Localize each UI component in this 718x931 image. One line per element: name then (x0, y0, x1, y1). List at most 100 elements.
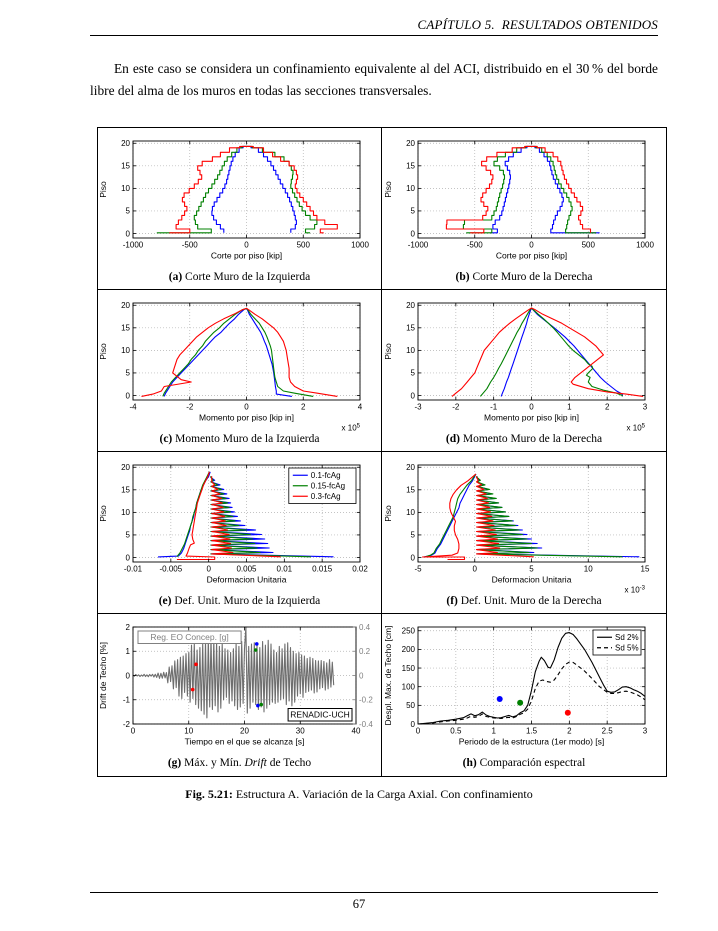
svg-text:0: 0 (529, 241, 534, 250)
svg-text:5: 5 (410, 531, 415, 540)
subcaption-e: (e) Def. Unit. Muro de la Izquierda (158, 595, 321, 607)
svg-text:-2: -2 (123, 720, 131, 729)
svg-text:Tiempo en el que se alcanza [s: Tiempo en el que se alcanza [s] (185, 737, 305, 747)
svg-text:-0.005: -0.005 (159, 565, 182, 574)
svg-text:0: 0 (126, 391, 131, 400)
chart-momento-derecha: -3 -2 -1 0 1 2 3 0 5 10 15 20 Momento por piso [kip … (383, 301, 648, 433)
svg-text:20: 20 (121, 463, 130, 472)
svg-text:0: 0 (410, 553, 415, 562)
svg-text:Periodo de la estructura (1er: Periodo de la estructura (1er modo) [s] (458, 737, 604, 747)
chart-deformacion-izquierda: -0.01 -0.005 0 0.005 0.01 0.015 0.02 0 5 10 15 20 De… (98, 463, 368, 585)
svg-text:-1: -1 (490, 403, 498, 412)
subcaption-g: (g) Máx. y Mín. Drift de Techo (167, 757, 312, 769)
svg-text:x 105: x 105 (626, 424, 645, 433)
svg-text:Sd 5%: Sd 5% (615, 644, 639, 653)
svg-text:40: 40 (352, 727, 361, 736)
svg-text:15: 15 (121, 486, 130, 495)
svg-text:Piso: Piso (383, 343, 393, 360)
svg-text:0: 0 (410, 720, 415, 729)
svg-text:10: 10 (406, 184, 415, 193)
svg-text:RENADIC-UCH: RENADIC-UCH (290, 710, 350, 720)
svg-text:Deformacion Unitaria: Deformacion Unitaria (491, 575, 571, 585)
svg-text:Sd 2%: Sd 2% (615, 633, 639, 642)
svg-text:3: 3 (642, 727, 647, 736)
svg-text:15: 15 (121, 324, 130, 333)
svg-text:-1: -1 (123, 696, 131, 705)
svg-text:5: 5 (410, 207, 415, 216)
svg-text:5: 5 (529, 565, 534, 574)
body-paragraph: En este caso se considera un confinamien… (90, 61, 658, 99)
svg-text:-500: -500 (182, 241, 199, 250)
svg-text:0.01: 0.01 (277, 565, 293, 574)
svg-text:Reg. EO Concep. [g]: Reg. EO Concep. [g] (150, 632, 228, 642)
subfigure-c: -4 -2 0 2 4 0 5 10 15 20 Momento por piso [kip in]… (98, 290, 382, 452)
svg-text:5: 5 (126, 531, 131, 540)
svg-text:1000: 1000 (636, 241, 654, 250)
subcaption-f: (f) Def. Unit. Muro de la Derecha (446, 595, 602, 607)
svg-text:0.015: 0.015 (312, 565, 333, 574)
svg-text:15: 15 (406, 324, 415, 333)
svg-text:x 105: x 105 (342, 424, 361, 433)
svg-text:-500: -500 (466, 241, 483, 250)
svg-text:1000: 1000 (351, 241, 369, 250)
svg-text:10: 10 (406, 346, 415, 355)
page-number: 67 (352, 897, 366, 911)
svg-text:Piso: Piso (383, 505, 393, 522)
subfigure-b: -1000 -500 0 500 1000 0 5 10 15 20 Corte por piso … (382, 128, 666, 290)
svg-text:1: 1 (126, 647, 131, 656)
svg-text:10: 10 (184, 727, 193, 736)
svg-text:-5: -5 (414, 565, 422, 574)
svg-text:500: 500 (581, 241, 595, 250)
svg-text:0.15-fcAg: 0.15-fcAg (311, 482, 345, 491)
svg-text:-1000: -1000 (407, 241, 428, 250)
chart-corte-izquierda: -1000 -500 0 500 1000 0 5 10 15 20 Corte por piso … (98, 139, 369, 260)
svg-text:2: 2 (301, 403, 306, 412)
svg-text:50: 50 (406, 701, 415, 710)
svg-text:0.02: 0.02 (352, 565, 368, 574)
subcaption-a: (a) Corte Muro de la Izquierda (168, 271, 311, 283)
svg-text:-3: -3 (414, 403, 422, 412)
svg-text:0.3-fcAg: 0.3-fcAg (311, 492, 341, 501)
chapter-header: CAPÍTULO 5. RESULTADOS OBTENIDOS (417, 17, 658, 32)
svg-text:-0.2: -0.2 (359, 696, 373, 705)
svg-text:Corte por piso [kip]: Corte por piso [kip] (495, 251, 566, 261)
svg-text:10: 10 (121, 184, 130, 193)
svg-text:20: 20 (406, 139, 415, 148)
svg-text:500: 500 (297, 241, 311, 250)
svg-text:15: 15 (406, 162, 415, 171)
svg-text:2.5: 2.5 (601, 727, 613, 736)
svg-text:150: 150 (401, 664, 415, 673)
svg-text:20: 20 (406, 463, 415, 472)
svg-text:0: 0 (244, 403, 249, 412)
subcaption-d: (d) Momento Muro de la Derecha (445, 433, 603, 445)
svg-text:3: 3 (642, 403, 647, 412)
svg-text:Piso: Piso (383, 181, 393, 198)
svg-text:2: 2 (567, 727, 572, 736)
svg-text:5: 5 (126, 369, 131, 378)
svg-text:0: 0 (126, 671, 131, 680)
subfigure-d: -3 -2 -1 0 1 2 3 0 5 10 15 20 Momento por piso [kip … (382, 290, 666, 452)
svg-text:20: 20 (240, 727, 249, 736)
svg-text:Momento por piso [kip in]: Momento por piso [kip in] (199, 413, 294, 423)
svg-text:0.5: 0.5 (450, 727, 462, 736)
svg-text:-2: -2 (452, 403, 460, 412)
svg-text:20: 20 (121, 139, 130, 148)
svg-text:Deformacion Unitaria: Deformacion Unitaria (207, 575, 287, 585)
chart-deformacion-derecha: -5 0 5 10 15 0 5 10 15 20 Deformacion Unitaria Piso… (383, 463, 650, 594)
header-rule (90, 35, 658, 36)
svg-text:0.4: 0.4 (359, 623, 371, 632)
svg-text:30: 30 (296, 727, 305, 736)
svg-text:Piso: Piso (98, 343, 108, 360)
subfigure-e: -0.01 -0.005 0 0.005 0.01 0.015 0.02 0 5 10 15 20 De… (98, 452, 382, 614)
svg-text:Drift de Techo [%]: Drift de Techo [%] (98, 642, 108, 709)
svg-text:0: 0 (410, 229, 415, 238)
svg-text:10: 10 (121, 508, 130, 517)
svg-text:200: 200 (401, 645, 415, 654)
svg-text:2: 2 (604, 403, 609, 412)
svg-text:-1000: -1000 (123, 241, 144, 250)
svg-text:1: 1 (491, 727, 496, 736)
svg-text:1.5: 1.5 (525, 727, 537, 736)
chart-comparacion-espectral: 0 0.5 1 1.5 2 2.5 3 0 50 100 150 200 250 Periodo de l… (383, 626, 648, 747)
svg-text:250: 250 (401, 627, 415, 636)
chart-corte-derecha: -1000 -500 0 500 1000 0 5 10 15 20 Corte por piso … (383, 139, 654, 261)
